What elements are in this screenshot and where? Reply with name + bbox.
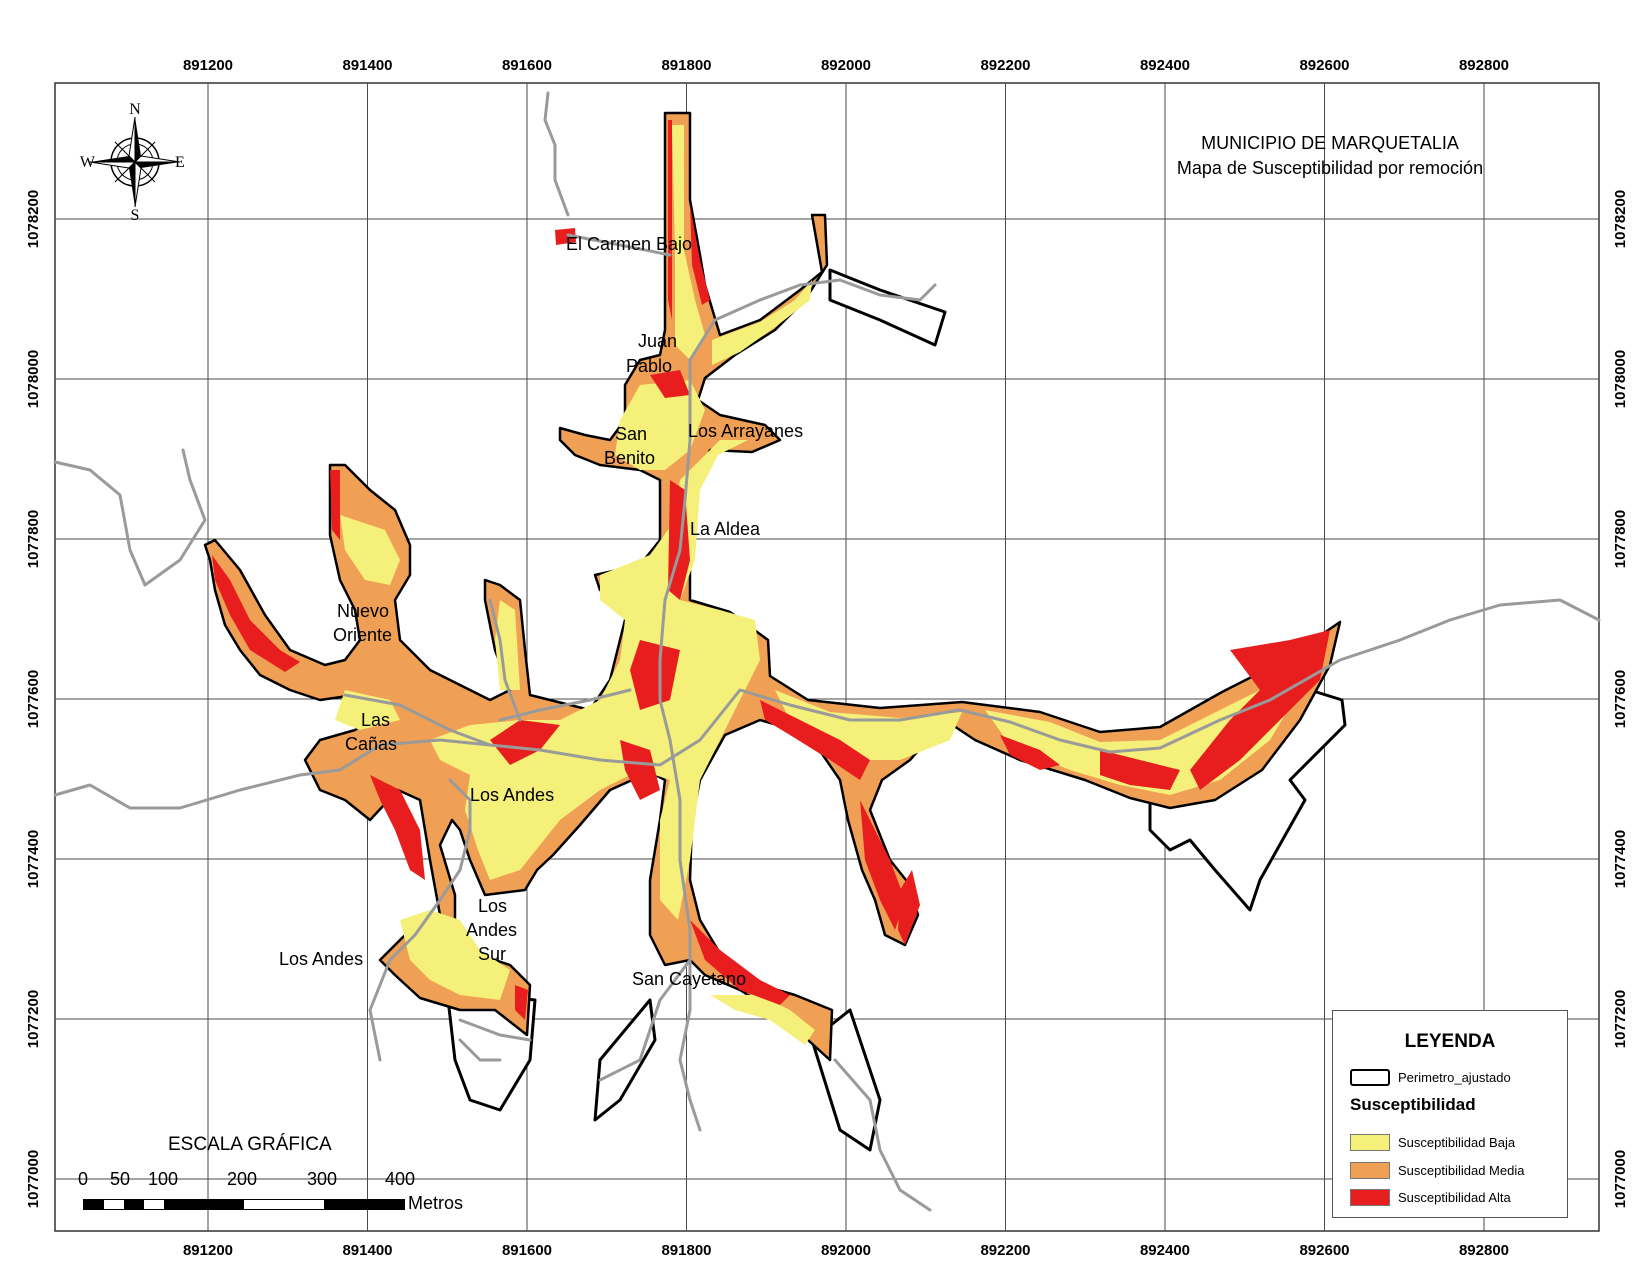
x-tick-bottom-891400: 891400 — [342, 1242, 392, 1259]
place-labels: El Carmen Bajo Juan Pablo San Benito Los… — [279, 234, 803, 989]
scale-seg-2 — [104, 1200, 124, 1209]
x-tick-top-892800: 892800 — [1459, 57, 1509, 74]
legend-item-media: Susceptibilidad Media — [1350, 1161, 1524, 1179]
compass-e: E — [175, 154, 185, 171]
y-tick-right-1077600: 1077600 — [1612, 670, 1629, 728]
place-san-benito-2: Benito — [604, 448, 655, 468]
scale-seg-6 — [244, 1200, 324, 1209]
x-tick-labels: 891200 891200 891400 891400 891600 891600 8918… — [183, 57, 1509, 1259]
x-tick-top-892200: 892200 — [980, 57, 1030, 74]
legend-swatch-baja — [1350, 1133, 1390, 1151]
compass-n: N — [129, 101, 141, 118]
zone-media — [203, 111, 1342, 1062]
x-tick-bottom-891800: 891800 — [661, 1242, 711, 1259]
scale-bar — [83, 1199, 405, 1210]
place-juan-pablo-2: Pablo — [626, 356, 672, 376]
legend-swatch-media — [1350, 1161, 1390, 1179]
place-los-andes-2: Los Andes — [279, 949, 363, 969]
x-tick-bottom-892200: 892200 — [980, 1242, 1030, 1259]
place-san-benito-1: San — [615, 424, 647, 444]
y-tick-left-1077600: 1077600 — [25, 670, 42, 728]
scale-seg-7 — [324, 1200, 404, 1209]
y-tick-right-1078000: 1078000 — [1612, 350, 1629, 408]
legend-item-baja: Susceptibilidad Baja — [1350, 1133, 1515, 1151]
y-tick-left-1077000: 1077000 — [25, 1150, 42, 1208]
place-san-cayetano: San Cayetano — [632, 969, 746, 989]
compass-s: S — [131, 207, 140, 224]
x-tick-top-891400: 891400 — [342, 57, 392, 74]
legend-swatch-alta — [1350, 1188, 1390, 1206]
scale-unit: Metros — [408, 1193, 464, 1213]
place-los-andes-sur-1: Los — [478, 896, 507, 916]
legend-perimeter: Perimetro_ajustado — [1350, 1068, 1511, 1086]
place-los-andes-sur-2: Andes — [466, 920, 517, 940]
y-tick-right-1077200: 1077200 — [1612, 990, 1629, 1048]
scale-seg-3 — [124, 1200, 144, 1209]
place-nuevo-oriente-1: Nuevo — [337, 601, 389, 621]
x-tick-top-891600: 891600 — [502, 57, 552, 74]
place-juan-pablo-1: Juan — [638, 331, 677, 351]
legend-perimeter-label: Perimetro_ajustado — [1398, 1069, 1511, 1085]
compass-w: W — [80, 154, 96, 171]
scale-label-300: 300 — [307, 1169, 338, 1189]
scale-seg-5 — [164, 1200, 244, 1209]
y-tick-right-1078200: 1078200 — [1612, 190, 1629, 248]
x-tick-bottom-892400: 892400 — [1140, 1242, 1190, 1259]
y-tick-left-1077400: 1077400 — [25, 830, 42, 888]
place-las-canas-1: Las — [361, 710, 390, 730]
place-los-arrayanes: Los Arrayanes — [688, 421, 803, 441]
y-tick-right-1077000: 1077000 — [1612, 1150, 1629, 1208]
x-tick-top-891800: 891800 — [661, 57, 711, 74]
legend-label-media: Susceptibilidad Media — [1398, 1162, 1525, 1178]
scale-label-100: 100 — [148, 1169, 179, 1189]
road-network — [53, 91, 1601, 1212]
x-tick-top-892000: 892000 — [821, 57, 871, 74]
legend: LEYENDA Perimetro_ajustado Susceptibilid… — [1332, 1010, 1568, 1218]
map-frame — [54, 82, 1600, 1232]
place-la-aldea: La Aldea — [690, 519, 761, 539]
x-tick-top-892600: 892600 — [1299, 57, 1349, 74]
legend-title: LEYENDA — [1404, 1031, 1496, 1052]
y-tick-left-1077200: 1077200 — [25, 990, 42, 1048]
place-el-carmen-bajo: El Carmen Bajo — [566, 234, 692, 254]
y-tick-labels: 1078200 1078200 1078000 1078000 1077800 10778… — [25, 190, 1629, 1208]
scale-seg-4 — [144, 1200, 164, 1209]
place-los-andes-sur-3: Sur — [478, 944, 506, 964]
perimeter-swatch — [1350, 1068, 1390, 1086]
scale-label-200: 200 — [227, 1169, 258, 1189]
scale-label-0: 0 — [78, 1169, 89, 1189]
scale-label-50: 50 — [110, 1169, 131, 1189]
y-tick-left-1078200: 1078200 — [25, 190, 42, 248]
legend-label-alta: Susceptibilidad Alta — [1398, 1189, 1511, 1205]
y-tick-right-1077800: 1077800 — [1612, 510, 1629, 568]
x-tick-top-891200: 891200 — [183, 57, 233, 74]
legend-item-alta: Susceptibilidad Alta — [1350, 1188, 1511, 1206]
scale-seg-1 — [84, 1200, 104, 1209]
legend-subtitle: Susceptibilidad — [1350, 1095, 1476, 1114]
x-tick-top-892400: 892400 — [1140, 57, 1190, 74]
place-los-andes-1: Los Andes — [470, 785, 554, 805]
place-nuevo-oriente-2: Oriente — [333, 625, 392, 645]
map-subtitle: Mapa de Susceptibilidad por remoción — [1177, 158, 1483, 178]
y-tick-right-1077400: 1077400 — [1612, 830, 1629, 888]
map-title: MUNICIPIO DE MARQUETALIA — [1201, 133, 1459, 153]
x-tick-bottom-892800: 892800 — [1459, 1242, 1509, 1259]
place-las-canas-2: Cañas — [345, 734, 397, 754]
x-tick-bottom-891600: 891600 — [502, 1242, 552, 1259]
legend-label-baja: Susceptibilidad Baja — [1398, 1134, 1516, 1150]
x-tick-bottom-892000: 892000 — [821, 1242, 871, 1259]
y-tick-left-1078000: 1078000 — [25, 350, 42, 408]
scale-title: ESCALA GRÁFICA — [168, 1134, 332, 1155]
y-tick-left-1077800: 1077800 — [25, 510, 42, 568]
north-arrow-icon: N S E W — [80, 101, 185, 224]
scale-label-400: 400 — [385, 1169, 416, 1189]
x-tick-bottom-892600: 892600 — [1299, 1242, 1349, 1259]
x-tick-bottom-891200: 891200 — [183, 1242, 233, 1259]
